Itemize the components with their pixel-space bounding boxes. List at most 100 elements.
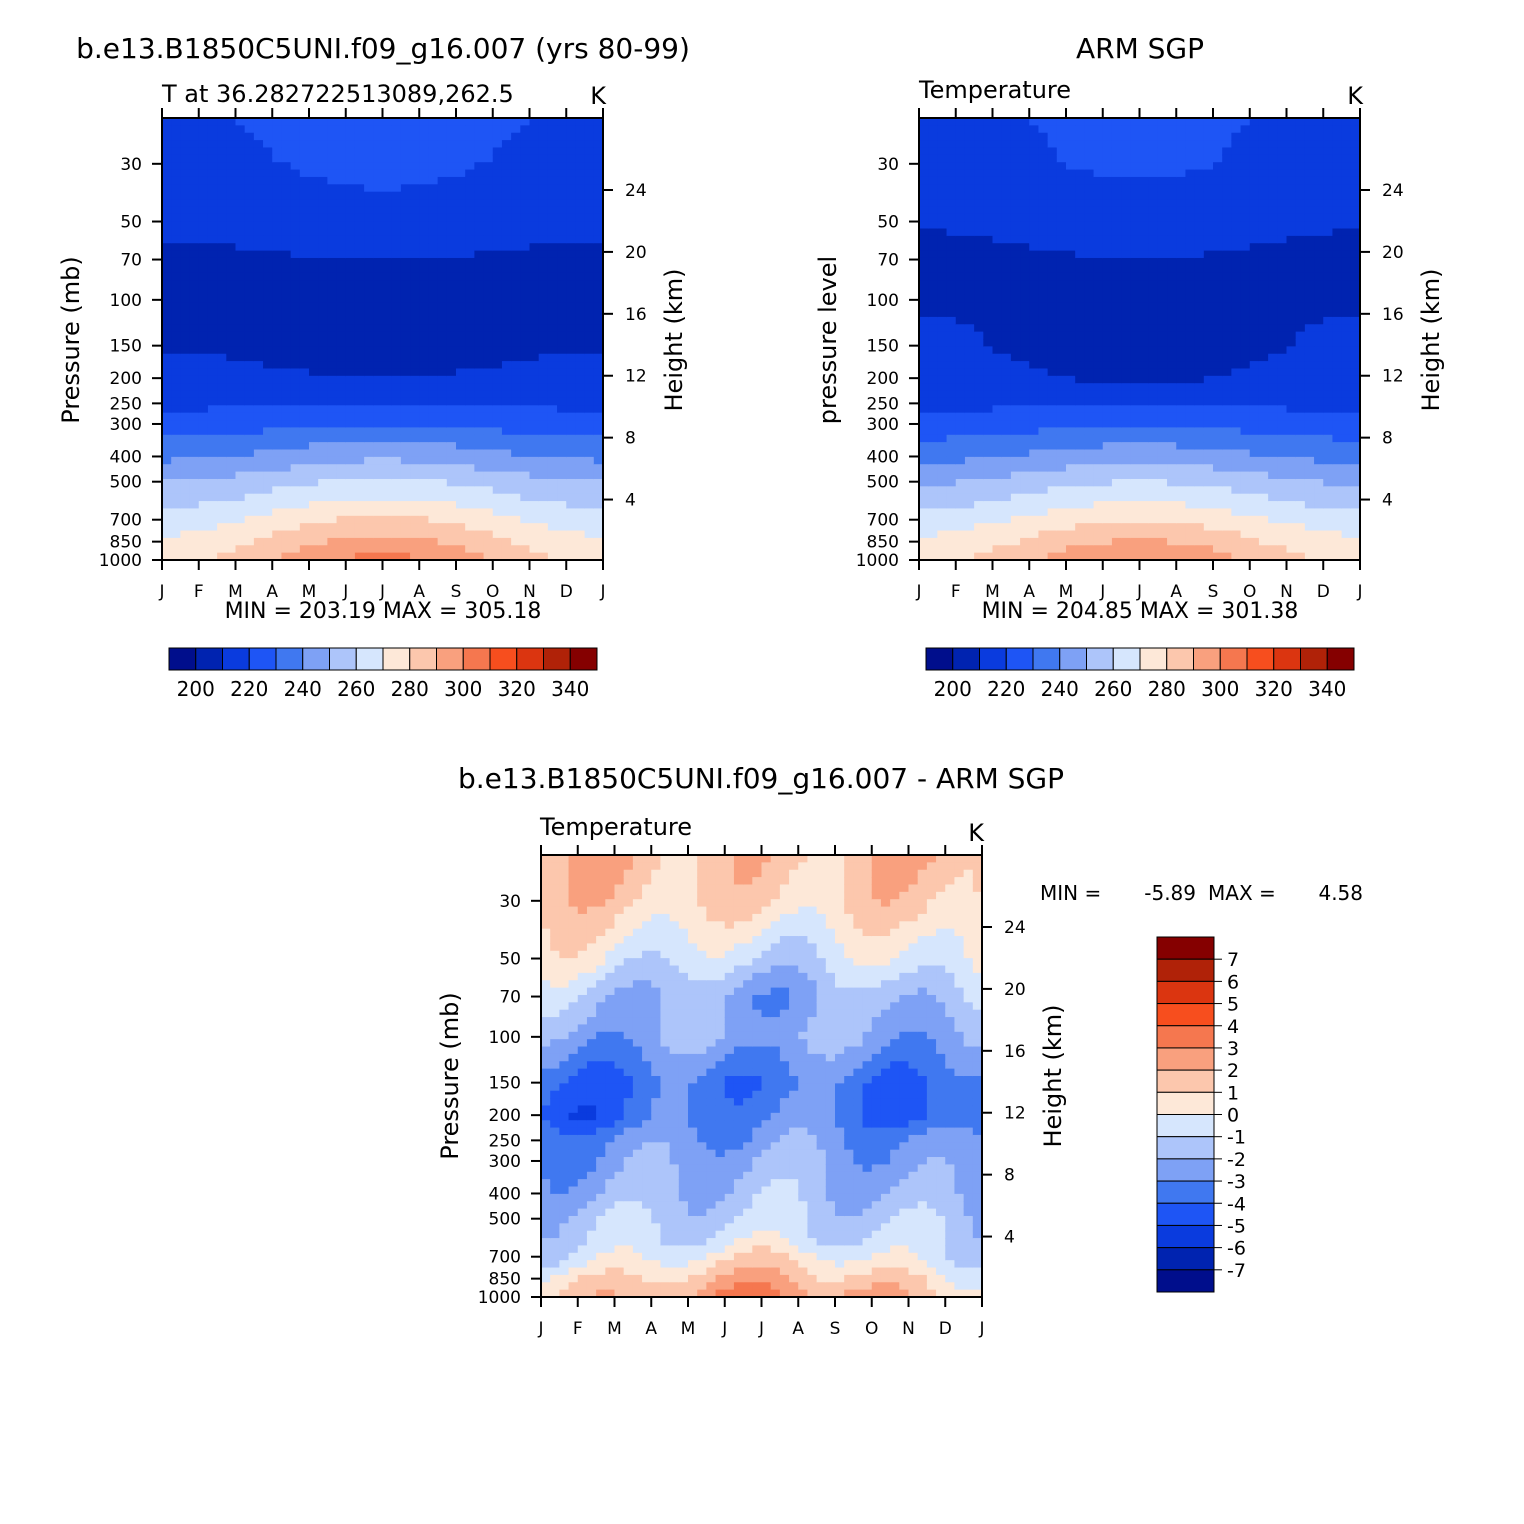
- contour-cell: [1111, 405, 1122, 414]
- contour-cell: [1084, 118, 1095, 126]
- contour-cell: [1167, 361, 1177, 370]
- contour-cell: [253, 191, 264, 200]
- contour-cell: [456, 486, 466, 495]
- contour-cell: [400, 213, 411, 222]
- contour-cell: [1185, 449, 1196, 458]
- contour-cell: [547, 280, 558, 289]
- contour-cell: [1075, 302, 1085, 311]
- contour-cell: [336, 294, 347, 303]
- contour-cell: [253, 537, 264, 546]
- contour-cell: [400, 442, 411, 451]
- contour-cell: [1121, 324, 1131, 333]
- contour-cell: [364, 331, 374, 340]
- contour-cell: [1001, 302, 1012, 311]
- contour-cell: [281, 169, 292, 178]
- contour-cell: [937, 339, 948, 347]
- contour-cell: [226, 339, 237, 347]
- contour-cell: [538, 442, 549, 451]
- contour-cell: [419, 545, 430, 554]
- contour-cell: [1084, 287, 1095, 296]
- contour-cell: [1029, 390, 1040, 399]
- contour-cell: [483, 169, 494, 178]
- contour-cell: [428, 486, 439, 495]
- contour-cell: [1121, 515, 1131, 524]
- contour-cell: [198, 309, 209, 318]
- contour-cell: [244, 552, 255, 561]
- contour-cell: [1093, 280, 1104, 289]
- contour-cell: [419, 118, 430, 126]
- contour-cell: [1102, 228, 1113, 237]
- contour-cell: [1213, 250, 1223, 259]
- contour-cell: [226, 154, 237, 163]
- contour-cell: [937, 420, 948, 428]
- contour-cell: [955, 221, 966, 230]
- contour-cell: [400, 169, 411, 178]
- contour-cell: [1111, 471, 1122, 480]
- contour-cell: [180, 361, 191, 370]
- contour-cell: [171, 294, 181, 303]
- contour-cell: [575, 508, 586, 517]
- contour-cell: [465, 294, 475, 303]
- contour-cell: [465, 493, 475, 502]
- contour-cell: [1075, 434, 1085, 443]
- contour-cell: [162, 228, 172, 237]
- contour-cell: [1020, 486, 1030, 495]
- contour-cell: [593, 456, 604, 465]
- contour-cell: [584, 265, 595, 274]
- contour-cell: [1020, 383, 1030, 392]
- contour-cell: [1020, 523, 1030, 532]
- contour-cell: [428, 265, 439, 274]
- contour-cell: [456, 442, 466, 451]
- contour-cell: [244, 184, 255, 193]
- contour-cell: [162, 221, 172, 230]
- contour-cell: [964, 420, 975, 428]
- contour-cell: [964, 353, 975, 362]
- contour-cell: [983, 501, 994, 510]
- contour-cell: [529, 206, 540, 215]
- contour-cell: [501, 250, 512, 259]
- contour-cell: [1102, 287, 1113, 296]
- model-panel-title: b.e13.B1850C5UNI.f09_g16.007 (yrs 80-99): [76, 32, 690, 65]
- contour-cell: [207, 368, 218, 377]
- contour-cell: [318, 515, 328, 524]
- contour-cell: [391, 346, 402, 355]
- contour-cell: [557, 545, 567, 554]
- contour-cell: [1075, 530, 1085, 539]
- contour-cell: [410, 375, 420, 384]
- contour-cell: [1066, 316, 1076, 325]
- contour-cell: [557, 331, 567, 340]
- contour-cell: [1001, 508, 1012, 517]
- contour-cell: [937, 361, 948, 370]
- contour-cell: [318, 250, 328, 259]
- contour-cell: [1213, 471, 1223, 480]
- contour-cell: [419, 184, 430, 193]
- contour-cell: [964, 508, 975, 517]
- contour-cell: [391, 265, 402, 274]
- contour-cell: [207, 537, 218, 546]
- contour-cell: [557, 434, 567, 443]
- contour-cell: [318, 280, 328, 289]
- contour-cell: [529, 375, 540, 384]
- contour-cell: [557, 383, 567, 392]
- contour-cell: [1130, 250, 1141, 259]
- contour-cell: [547, 331, 558, 340]
- contour-cell: [474, 464, 485, 473]
- contour-cell: [446, 346, 457, 355]
- contour-cell: [272, 442, 283, 451]
- contour-cell: [1038, 383, 1049, 392]
- contour-cell: [244, 243, 255, 252]
- contour-cell: [1102, 390, 1113, 399]
- contour-cell: [1038, 272, 1049, 281]
- contour-cell: [446, 449, 457, 458]
- contour-cell: [198, 412, 209, 421]
- contour-cell: [180, 449, 191, 458]
- contour-cell: [575, 397, 586, 406]
- contour-cell: [410, 302, 420, 311]
- contour-cell: [180, 434, 191, 443]
- contour-cell: [309, 221, 319, 230]
- contour-cell: [584, 478, 595, 487]
- contour-cell: [207, 515, 218, 524]
- contour-cell: [584, 316, 595, 325]
- contour-cell: [217, 405, 227, 414]
- contour-cell: [198, 140, 209, 149]
